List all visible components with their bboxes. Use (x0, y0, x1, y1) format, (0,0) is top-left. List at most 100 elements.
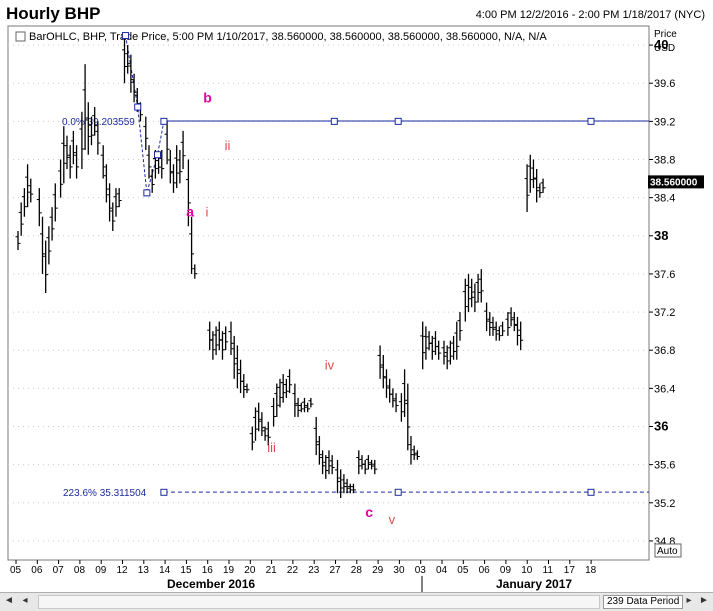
ohlc-bar (292, 383, 298, 417)
anchor-marker[interactable] (160, 117, 168, 125)
date-range: 4:00 PM 12/2/2016 - 2:00 PM 1/18/2017 (N… (475, 9, 705, 21)
ohlc-bar (326, 450, 332, 475)
x-tick-label: 13 (138, 565, 150, 576)
anchor-marker[interactable] (587, 117, 595, 125)
legend-row: BarOHLC, BHP, Trade Price, 5:00 PM 1/10/… (15, 31, 547, 43)
scroll-left-arrow[interactable]: ◄ (4, 595, 14, 606)
ohlc-bar (18, 202, 24, 236)
ohlc-bar (436, 340, 442, 360)
ohlc-bar (320, 450, 326, 475)
wave-label: iii (267, 440, 276, 455)
ohlc-bar (283, 378, 289, 398)
ohlc-bar (49, 207, 55, 241)
wave-label: iv (325, 357, 335, 372)
anchor-marker[interactable] (330, 117, 338, 125)
x-tick-label: 08 (74, 565, 86, 576)
ohlc-bar (398, 393, 404, 422)
ohlc-bar (21, 188, 27, 217)
ohlc-bar (441, 340, 447, 365)
ohlc-bar (143, 116, 149, 150)
anchor-marker[interactable] (160, 488, 168, 496)
legend-icon (15, 31, 26, 42)
ohlc-bar (383, 369, 389, 398)
auto-scale-button[interactable]: Auto (654, 543, 682, 558)
wave-label: v (389, 512, 396, 527)
ohlc-bar (128, 54, 134, 93)
ohlc-bar (39, 216, 45, 274)
month-label-december: December 2016 (167, 577, 255, 591)
ohlc-bar (405, 383, 411, 451)
anchor-marker[interactable] (143, 189, 151, 197)
fib-level-label: 0.0% 39.203559 (62, 117, 135, 128)
ohlc-bar (174, 145, 180, 189)
ohlc-bar (228, 321, 234, 355)
scroll-left-step-icon[interactable]: ◂ (22, 595, 28, 606)
ohlc-bar (92, 107, 98, 136)
anchor-marker[interactable] (587, 488, 595, 496)
x-tick-label: 09 (500, 565, 512, 576)
ohlc-bar (414, 450, 420, 460)
ohlc-bar (28, 178, 34, 203)
ohlc-bar (372, 459, 378, 475)
anchor-marker[interactable] (134, 103, 142, 111)
y-tick-label: 38 (654, 228, 668, 243)
scroll-right-arrow[interactable]: ► (699, 595, 709, 606)
ohlc-bar (146, 145, 152, 179)
y-tick-label: 37.2 (654, 307, 675, 319)
anchor-marker[interactable] (122, 32, 130, 40)
auto-button-label[interactable]: Auto (657, 546, 678, 557)
ohlc-bar (493, 321, 499, 341)
y-tick-label: 36.4 (654, 383, 675, 395)
scroll-right-step-icon[interactable]: ▸ (686, 595, 692, 606)
last-price-badge: 38.560000 (648, 175, 704, 189)
x-tick-label: 29 (372, 565, 384, 576)
ohlc-bar (252, 407, 258, 441)
x-tick-label: 03 (415, 565, 427, 576)
ohlc-bar (469, 278, 475, 308)
ohlc-bar (402, 369, 408, 417)
y-tick-label: 38.8 (654, 155, 675, 167)
ohlc-bar (350, 483, 356, 494)
ohlc-bar (207, 321, 213, 351)
y-tick-label: 36 (654, 419, 668, 434)
ohlc-bar (316, 436, 322, 465)
x-tick-label: 14 (159, 565, 171, 576)
ohlc-bar (451, 335, 457, 360)
ohlc-bar (213, 326, 219, 355)
ohlc-bar (308, 397, 314, 408)
ohlc-bar (210, 331, 216, 360)
ohlc-bar (377, 345, 383, 379)
y-tick-label: 39.6 (654, 78, 675, 90)
x-tick-label: 07 (53, 565, 65, 576)
ohlc-bar (122, 35, 127, 84)
ohlc-bar (180, 130, 186, 170)
ohlc-bar (472, 283, 478, 313)
ohlc-bar (329, 455, 335, 475)
anchor-marker[interactable] (154, 151, 162, 159)
ohlc-bar (457, 312, 463, 341)
ohlc-bar (107, 183, 113, 222)
anchor-marker[interactable] (394, 488, 402, 496)
ohlc-bar (274, 383, 280, 417)
x-tick-label: 15 (180, 565, 192, 576)
ohlc-bar (423, 326, 429, 360)
ohlc-bar (301, 397, 307, 413)
chart-scrollbar[interactable]: ◄ ◂ 239 Data Period ▸ ► (0, 592, 713, 611)
ohlc-bar (359, 455, 365, 470)
ohlc-bar (52, 183, 58, 222)
wave-label: b (203, 89, 212, 105)
data-period-label: 239 Data Period (603, 595, 684, 609)
scroll-thumb[interactable] (38, 595, 600, 609)
ohlc-bar (484, 302, 490, 332)
ohlc-bar (271, 397, 277, 427)
ohlc-bar (79, 111, 85, 170)
ohlc-bar (298, 402, 304, 413)
ohlc-bar (305, 402, 311, 413)
ohlc-bar (74, 145, 80, 179)
price-chart[interactable]: BarOHLC, BHP, Trade Price, 5:00 PM 1/10/… (0, 0, 713, 592)
x-tick-label: 11 (543, 565, 554, 576)
ohlc-bar (369, 459, 375, 470)
ohlc-bar (390, 388, 396, 408)
ohlc-bar (338, 469, 344, 499)
anchor-marker[interactable] (394, 117, 402, 125)
